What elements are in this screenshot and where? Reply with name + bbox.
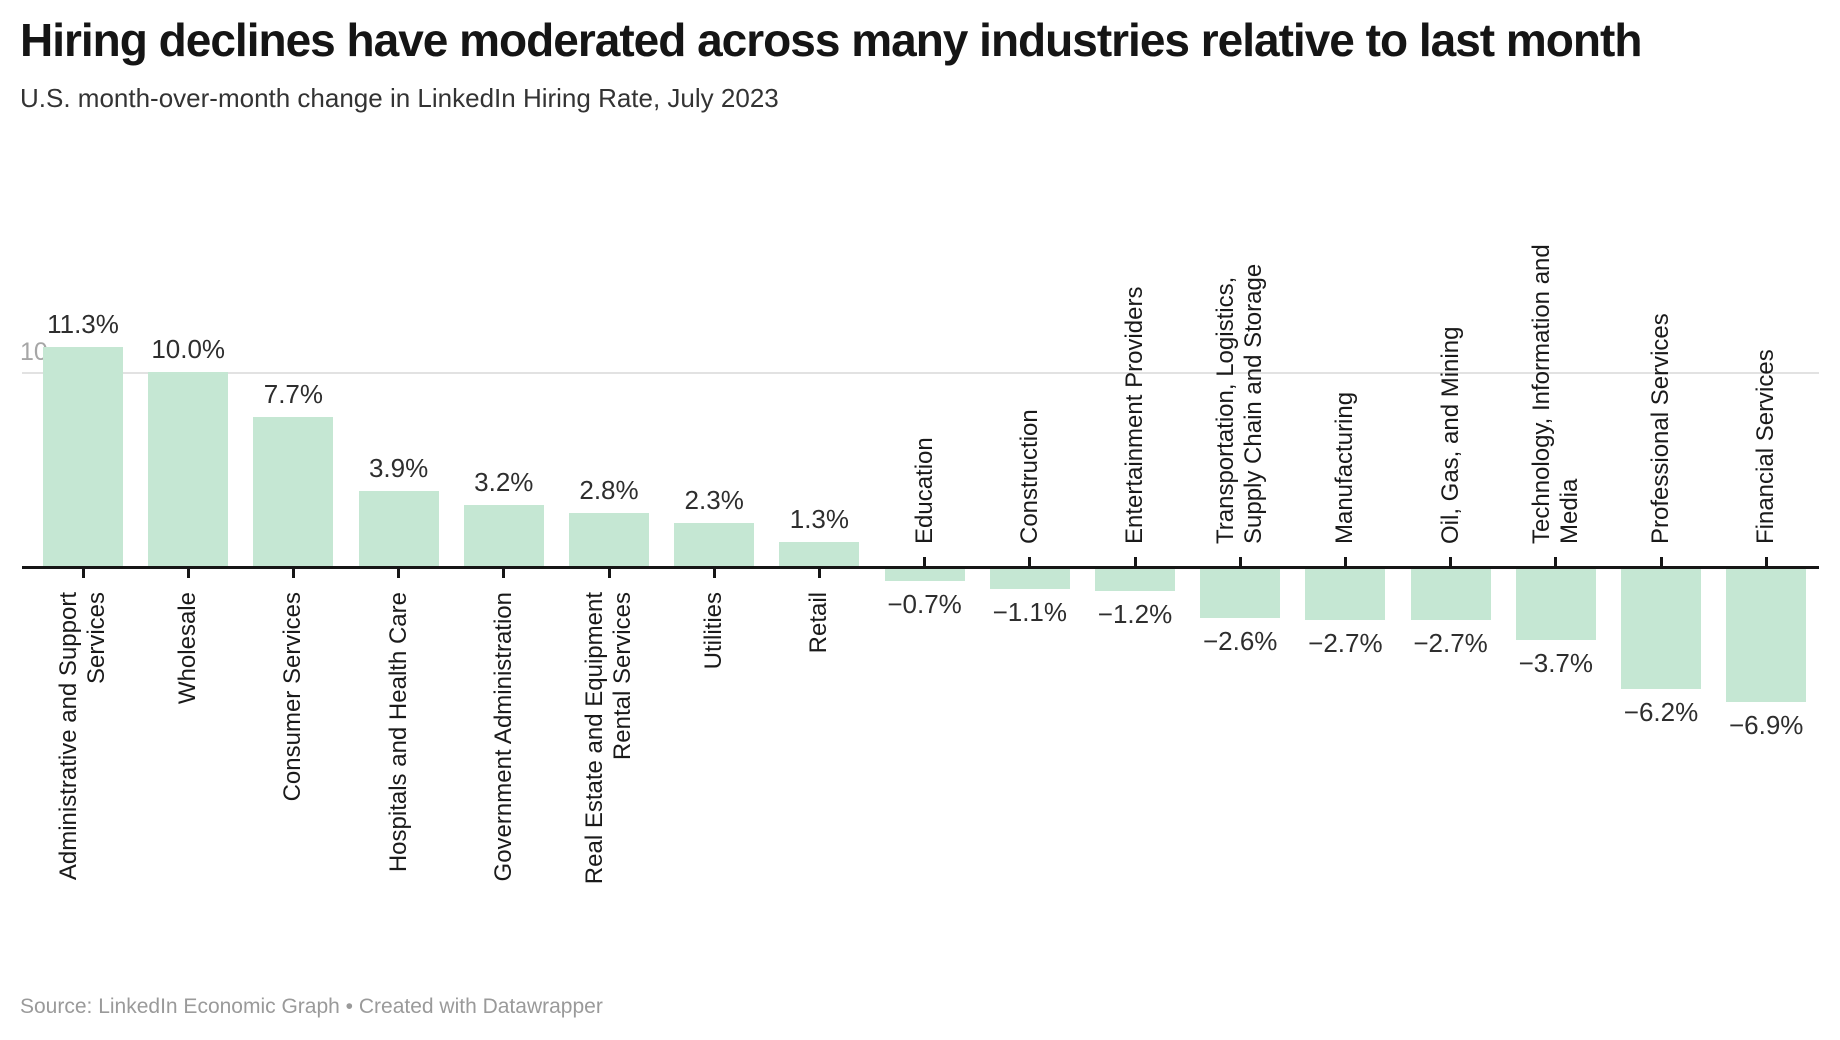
axis-tick xyxy=(1659,557,1663,566)
axis-tick xyxy=(1238,557,1242,566)
bar-14[interactable] xyxy=(1410,567,1491,621)
axis-tick xyxy=(1343,557,1347,566)
value-label: −0.7% xyxy=(887,589,962,620)
axis-tick xyxy=(186,569,190,578)
category-label: Utilities xyxy=(700,592,728,670)
axis-tick xyxy=(1554,557,1558,566)
value-label: 2.8% xyxy=(579,474,639,505)
bar-1[interactable] xyxy=(43,346,123,568)
bar-16[interactable] xyxy=(1621,567,1701,689)
axis-tick xyxy=(1133,557,1137,566)
value-label: 3.9% xyxy=(368,453,429,484)
category-label: Government Administration xyxy=(489,592,517,882)
axis-tick xyxy=(712,569,716,578)
category-label: Entertainment Providers xyxy=(1121,286,1148,544)
value-label: −2.7% xyxy=(1308,628,1383,659)
value-label: −2.6% xyxy=(1202,626,1278,657)
bar-6[interactable] xyxy=(569,512,649,568)
source-attribution: Source: LinkedIn Economic Graph • Create… xyxy=(20,995,603,1018)
value-label: 3.2% xyxy=(474,466,534,497)
bar-17[interactable] xyxy=(1726,567,1807,703)
category-label: Wholesale xyxy=(174,592,202,705)
value-label: −1.1% xyxy=(992,597,1068,627)
category-label: Construction xyxy=(1015,409,1043,544)
value-label: 11.3% xyxy=(47,308,119,339)
value-label: −3.7% xyxy=(1518,647,1594,678)
x-axis-baseline xyxy=(22,566,1819,569)
axis-tick xyxy=(81,569,85,578)
axis-tick xyxy=(607,569,611,578)
axis-tick xyxy=(397,569,401,578)
gridline-10 xyxy=(22,372,1819,374)
category-label: Hospitals and Health Care xyxy=(384,592,412,873)
category-label: Consumer Services xyxy=(279,592,307,802)
bar-11[interactable] xyxy=(1095,567,1175,591)
category-label: Retail xyxy=(805,592,833,654)
bar-9[interactable] xyxy=(884,567,965,582)
value-label: −1.2% xyxy=(1097,598,1173,629)
bar-4[interactable] xyxy=(358,491,439,568)
axis-tick xyxy=(502,569,506,578)
category-label: Oil, Gas, and Mining xyxy=(1436,326,1464,544)
axis-tick xyxy=(1028,557,1032,566)
value-label: −2.7% xyxy=(1413,628,1488,659)
value-label: −6.2% xyxy=(1623,696,1699,727)
bar-10[interactable] xyxy=(989,567,1070,589)
category-label: Transportation, Logistics, Supply Chain a… xyxy=(1212,263,1268,544)
category-label: Education xyxy=(910,437,938,544)
value-label: 2.3% xyxy=(684,484,744,515)
axis-tick xyxy=(1449,557,1453,566)
category-label: Administrative and Support Services xyxy=(55,592,110,881)
bar-2[interactable] xyxy=(148,372,229,568)
bar-5[interactable] xyxy=(463,504,544,568)
bar-13[interactable] xyxy=(1305,567,1386,621)
bar-12[interactable] xyxy=(1200,567,1281,619)
bar-3[interactable] xyxy=(253,416,334,568)
axis-tick xyxy=(1764,557,1768,566)
value-label: −6.9% xyxy=(1728,710,1804,741)
bar-15[interactable] xyxy=(1515,567,1596,640)
axis-tick xyxy=(817,569,821,578)
category-label: Financial Services xyxy=(1752,349,1780,544)
category-label: Real Estate and Equipment Rental Services xyxy=(581,592,636,885)
bar-8[interactable] xyxy=(779,542,860,568)
chart-title: Hiring declines have moderated across ma… xyxy=(20,14,1642,66)
category-label: Manufacturing xyxy=(1331,391,1359,544)
bar-7[interactable] xyxy=(674,522,755,568)
category-label: Technology, Information and Media xyxy=(1527,244,1583,544)
axis-tick xyxy=(291,569,295,578)
axis-tick xyxy=(923,557,927,566)
chart-subtitle: U.S. month-over-month change in LinkedIn… xyxy=(20,83,779,113)
value-label: 7.7% xyxy=(263,378,324,409)
value-label: 1.3% xyxy=(789,504,850,535)
category-label: Professional Services xyxy=(1647,313,1674,544)
value-label: 10.0% xyxy=(151,334,226,364)
